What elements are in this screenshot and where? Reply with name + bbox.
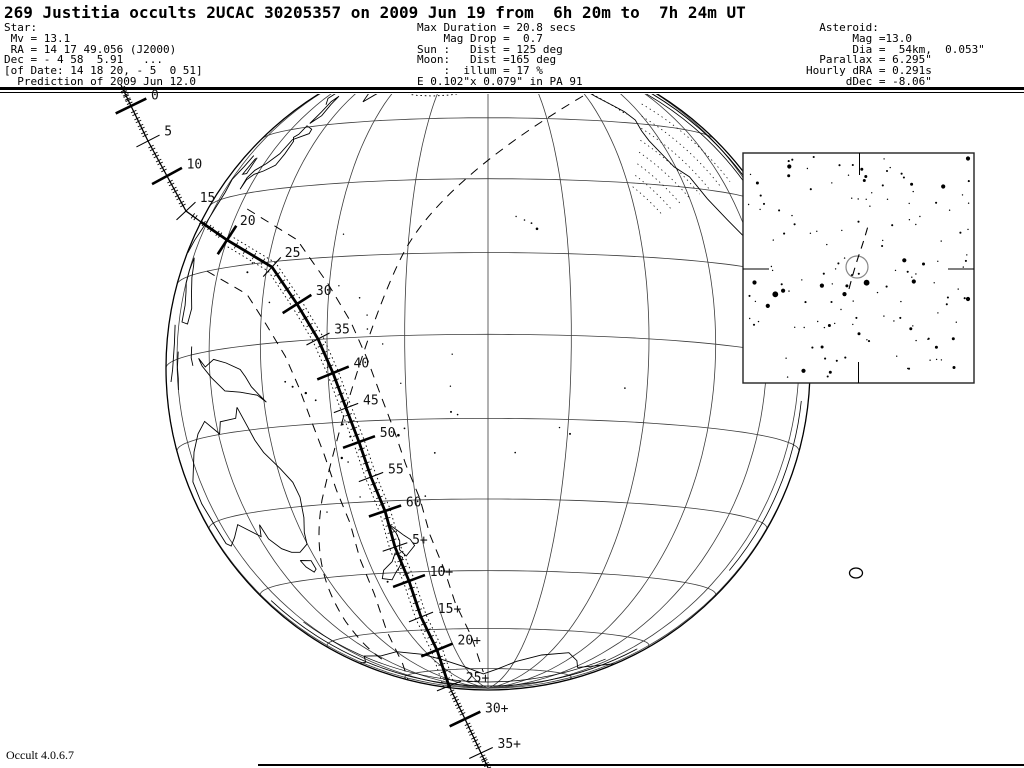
path-time-label: 10 <box>187 158 203 173</box>
coast-asia-coast <box>187 155 255 254</box>
path-time-label: 50 <box>380 426 396 441</box>
asteroid-apparent-track <box>848 225 869 290</box>
path-time-label: 5+ <box>412 533 428 548</box>
coast-antarctica <box>360 651 615 675</box>
occultation-track <box>120 84 489 768</box>
path-time-label: 15+ <box>438 602 462 617</box>
coast-nz-north <box>386 522 416 557</box>
path-time-label: 20+ <box>458 634 482 649</box>
terminator-line <box>318 95 584 663</box>
coast-aleutian-islands <box>408 94 492 97</box>
header-separator-thick <box>0 87 1024 90</box>
app-version-label: Occult 4.0.6.7 <box>6 748 74 762</box>
bottom-border <box>258 764 1024 766</box>
path-time-label: 35 <box>334 323 350 338</box>
header-separator-thin <box>0 92 1024 93</box>
page-title: 269 Justitia occults 2UCAC 30205357 on 2… <box>4 3 746 22</box>
star-info-block: Star: Mv = 13.1 RA = 14 17 49.056 (J2000… <box>4 21 203 88</box>
path-time-label: 0 <box>151 88 159 103</box>
coast-halmahera <box>190 346 194 366</box>
coast-philippines <box>181 257 195 325</box>
coast-tasmania <box>299 560 317 573</box>
path-time-label: 10+ <box>430 565 454 580</box>
path-time-label: 55 <box>388 462 404 477</box>
map-clip-group <box>165 62 811 691</box>
inset-border <box>742 152 975 384</box>
islands <box>246 215 626 583</box>
coast-japan <box>239 125 313 190</box>
coast-korea <box>241 157 258 175</box>
coast-new-guinea <box>198 358 267 403</box>
graticule <box>166 94 810 689</box>
path-time-label: 5 <box>164 125 172 140</box>
coast-north-america-coast <box>582 94 751 244</box>
coast-chukotka <box>424 62 497 71</box>
coast-sulawesi-edge <box>176 351 179 391</box>
coastlines <box>170 62 751 675</box>
coast-borneo-edge <box>170 324 176 383</box>
path-time-label: 35+ <box>498 737 522 752</box>
path-limit-lines <box>206 208 484 690</box>
coast-sakhalin <box>309 95 340 124</box>
coast-australia <box>192 407 308 553</box>
path-time-label: 60 <box>406 496 422 511</box>
track-time-labels: 0 5 10 15 20 25 30 35 40 45 50 55 60 5+ 10+ 15+ 20+ 25+ 30… <box>115 88 522 760</box>
inset-crosshair-ticks <box>743 153 974 383</box>
path-time-label: 25 <box>285 246 301 261</box>
path-time-label: 45 <box>363 393 379 408</box>
coast-okhotsk-coast <box>325 94 360 105</box>
path-time-label: 30 <box>316 284 332 299</box>
asteroid-info-block: Asteroid: Mag =13.0 Dia = 54km, 0.053" P… <box>806 21 985 88</box>
coast-kamchatka <box>362 94 414 103</box>
path-time-label: 30+ <box>485 701 509 716</box>
minute-ticks <box>119 86 492 768</box>
star-chart-inset <box>742 152 975 384</box>
target-star-circle <box>845 255 869 279</box>
path-time-label: 15 <box>200 191 216 206</box>
path-time-label: 20 <box>240 214 256 229</box>
moon-symbol <box>848 567 864 579</box>
daylight-hatching <box>632 103 731 214</box>
coast-alexander-archipelago <box>572 94 627 115</box>
event-info-block: Max Duration = 20.8 secs Mag Drop = 0.7 … <box>417 21 583 88</box>
limb-detail <box>270 94 802 687</box>
shadow-centerline <box>200 220 452 689</box>
path-time-label: 40 <box>354 357 370 372</box>
path-time-label: 25+ <box>466 671 490 686</box>
star-field <box>747 155 971 378</box>
